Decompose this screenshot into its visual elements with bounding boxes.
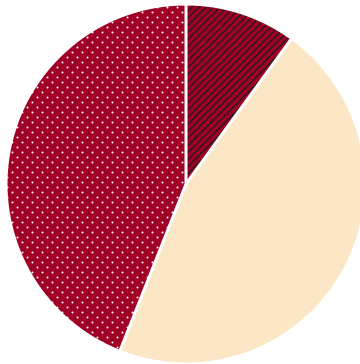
pie-slice-1 xyxy=(184,2,294,186)
pie-slices xyxy=(4,2,360,364)
pie-slice-3 xyxy=(4,2,188,353)
